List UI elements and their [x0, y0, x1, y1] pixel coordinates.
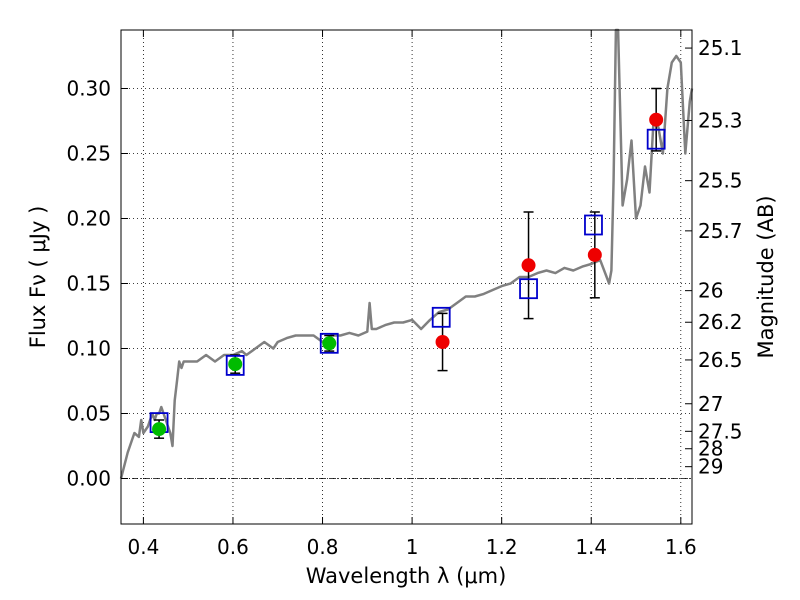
y-tick-label: 0.30 [66, 77, 111, 101]
error-bars [154, 87, 662, 439]
mag-tick-label: 27 [698, 392, 723, 416]
x-axis-label: Wavelength λ (μm) [306, 564, 507, 588]
y-tick-label: 0.10 [66, 337, 111, 361]
y-tick-label: 0.25 [66, 142, 111, 166]
y-tick-label: 0.15 [66, 272, 111, 296]
mag-tick-label: 27.5 [698, 419, 743, 443]
mag-tick-label: 25.5 [698, 169, 743, 193]
model-square [225, 354, 245, 376]
model-square [319, 332, 339, 354]
observed-photometry-points [152, 112, 664, 437]
x-tick-label: 1 [406, 535, 419, 559]
x-tick-label: 0.8 [307, 535, 339, 559]
plot-frame [120, 29, 693, 525]
model-square [431, 306, 451, 328]
data-point [521, 258, 536, 273]
mag-tick-label: 26.5 [698, 348, 743, 372]
model-spectrum [119, 28, 694, 479]
x-tick-label: 0.6 [217, 535, 249, 559]
data-point [228, 357, 243, 372]
x-tick-label: 1.4 [575, 535, 607, 559]
mag-tick-label: 25.1 [698, 36, 743, 60]
data-point [649, 112, 664, 127]
x-tick-label: 1.6 [665, 535, 697, 559]
y-tick-label: 0.05 [66, 402, 111, 426]
y-tick-label: 0.20 [66, 207, 111, 231]
x-tick-label: 0.4 [127, 535, 159, 559]
y-tick-label: 0.00 [66, 467, 111, 491]
data-point [435, 335, 450, 349]
model-square [646, 128, 666, 150]
x-axis: 0.4 0.6 0.8 1 1.2 1.4 1.6 [127, 30, 697, 559]
model-square [519, 278, 538, 300]
mag-tick-label: 26 [698, 279, 723, 303]
mag-tick-label: 25.7 [698, 219, 743, 243]
y-axis-label: Flux Fν ( μJy ) [26, 206, 50, 349]
model-square [584, 214, 603, 236]
grid-lines [121, 30, 692, 524]
y-axis: 0.00 0.05 0.10 0.15 0.20 0.25 0.30 [66, 77, 128, 491]
mag-tick-label: 26.2 [698, 310, 743, 334]
mag-tick-label: 25.3 [698, 108, 743, 132]
data-point [587, 247, 602, 262]
y2-axis-label: Magnitude (AB) [754, 195, 778, 358]
mag-tick-label: 29 [698, 455, 723, 479]
data-point [322, 336, 337, 351]
spectrum-line [119, 28, 694, 479]
data-point [152, 422, 167, 437]
x-tick-label: 1.2 [486, 535, 518, 559]
model-photometry-squares [149, 128, 666, 434]
mag-tick-label: 28 [698, 437, 723, 461]
